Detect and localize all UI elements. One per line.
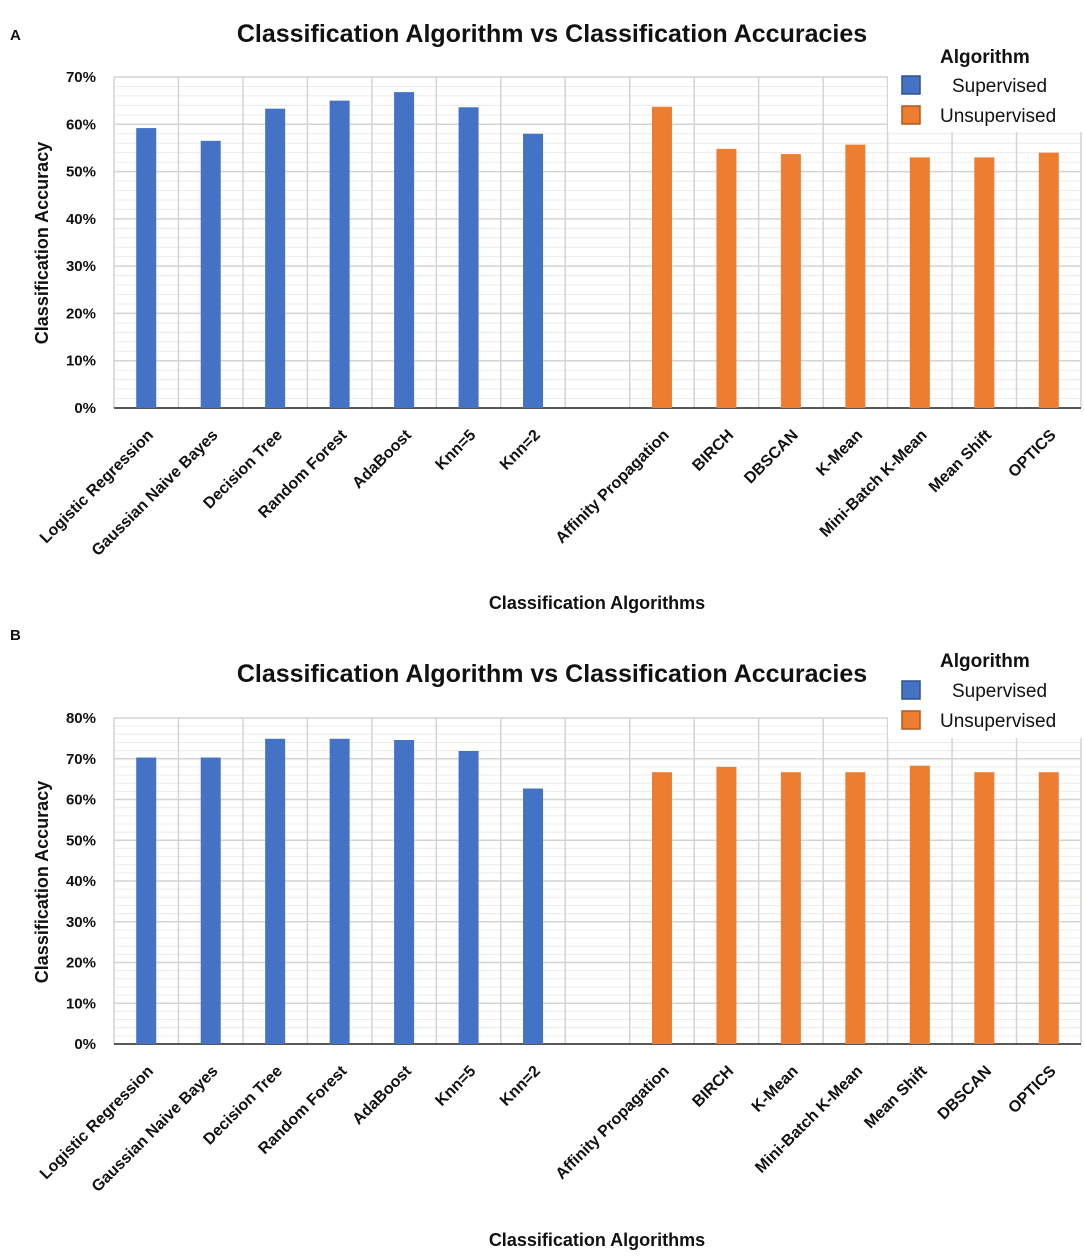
panel-b-category-label: Mini-Batch K-Mean: [752, 1063, 866, 1177]
panel-b-legend-label-unsupervised: Unsupervised: [940, 711, 1056, 732]
panel-a-bar-unsupervised: [780, 154, 801, 408]
panel-a-category-label: Logistic Regression: [37, 427, 157, 547]
panel-a-legend-swatch-supervised: [901, 75, 921, 95]
panel-a-y-tick-label: 20%: [66, 305, 96, 322]
panel-b-y-tick-label: 70%: [66, 751, 96, 768]
panel-a-letter: A: [10, 27, 21, 44]
panel-a-y-tick-label: 0%: [74, 400, 96, 417]
panel-a-category-label: OPTICS: [1005, 427, 1059, 481]
panel-a-category-label: K-Mean: [813, 427, 866, 480]
panel-b-category-label: DBSCAN: [935, 1063, 995, 1123]
panel-a-bar-supervised: [458, 107, 479, 409]
panel-b-category-label: Affinity Propagation: [553, 1063, 673, 1183]
panel-a-y-tick-label: 70%: [66, 69, 96, 86]
panel-a-bar-unsupervised: [716, 148, 737, 409]
panel-b-x-axis-label: Classification Algorithms: [489, 1230, 705, 1250]
panel-b-bar-unsupervised: [780, 772, 801, 1044]
panel-a-legend-swatch-unsupervised: [901, 105, 921, 125]
panel-b-bar-supervised: [458, 751, 479, 1044]
panel-b-bar-unsupervised: [716, 766, 737, 1044]
panel-a: A Classification Algorithm vs Classifica…: [10, 20, 1084, 613]
panel-b-bar-supervised: [200, 757, 221, 1044]
panel-b-bar-supervised: [136, 757, 157, 1044]
panel-b-category-label: K-Mean: [749, 1063, 802, 1116]
panel-a-y-tick-label: 10%: [66, 353, 96, 370]
panel-a-category-label: Mean Shift: [926, 426, 996, 496]
panel-a-y-tick-label: 50%: [66, 164, 96, 181]
panel-b-bar-supervised: [394, 740, 415, 1044]
panel-b-bar-supervised: [523, 788, 544, 1044]
panel-a-bar-supervised: [265, 108, 286, 408]
panel-a-category-label: Knn=5: [432, 427, 479, 474]
panel-b-bar-unsupervised: [651, 772, 672, 1044]
panel-a-legend-label-unsupervised: Unsupervised: [940, 106, 1056, 127]
panel-b-bar-unsupervised: [845, 772, 866, 1044]
panel-b-bar-supervised: [265, 738, 286, 1044]
panel-a-legend-label-supervised: Supervised: [952, 76, 1047, 97]
panel-a-bar-supervised: [329, 100, 350, 409]
panel-a-legend-title: Algorithm: [940, 47, 1030, 68]
panel-b-y-axis-label: Classification Accuracy: [32, 781, 52, 983]
panel-a-bar-unsupervised: [909, 157, 930, 408]
panel-a-bar-unsupervised: [845, 144, 866, 408]
panel-b-y-tick-label: 50%: [66, 832, 96, 849]
panel-a-bar-supervised: [200, 140, 221, 409]
panel-b-bar-unsupervised: [974, 772, 995, 1044]
panel-a-category-label: DBSCAN: [741, 427, 801, 487]
panel-a-bar-unsupervised: [974, 157, 995, 408]
panel-a-category-label: BIRCH: [689, 427, 737, 475]
panel-b-letter: B: [10, 627, 21, 644]
panel-b-y-tick-label: 10%: [66, 995, 96, 1012]
panel-a-title: Classification Algorithm vs Classificati…: [237, 20, 867, 48]
panel-b-plot-area: 0% 10% 20% 30% 40% 50% 60% 70% 80% Logistic Regre…: [37, 710, 1082, 1196]
panel-a-bar-supervised: [394, 92, 415, 408]
panel-a-y-tick-label: 60%: [66, 116, 96, 133]
panel-a-x-axis-label: Classification Algorithms: [489, 593, 705, 613]
panel-b-y-tick-label: 20%: [66, 955, 96, 972]
panel-b-legend-swatch-supervised: [901, 680, 921, 700]
panel-b-title: Classification Algorithm vs Classificati…: [237, 660, 867, 688]
panel-b-legend-title: Algorithm: [940, 651, 1030, 672]
panel-b-category-label: Gaussian Naive Bayes: [89, 1063, 222, 1196]
panel-a-bar-supervised: [523, 133, 544, 408]
panel-a-y-tick-label: 30%: [66, 258, 96, 275]
panel-b-y-tick-label: 0%: [74, 1036, 96, 1053]
panel-b-category-label: Mean Shift: [861, 1062, 931, 1132]
panel-a-category-label: AdaBoost: [349, 426, 415, 492]
panel-b-y-tick-label: 80%: [66, 710, 96, 727]
panel-b-legend-swatch-unsupervised: [901, 710, 921, 730]
panel-a-y-axis-label: Classification Accuracy: [32, 142, 52, 344]
panel-b-legend-label-supervised: Supervised: [952, 681, 1047, 702]
panel-a-bar-unsupervised: [1038, 152, 1059, 408]
panel-a-category-label: Mini-Batch K-Mean: [817, 427, 931, 541]
panel-a-category-label: Knn=2: [497, 427, 544, 474]
panel-b: B Classification Algorithm vs Classifica…: [10, 627, 1084, 1250]
panel-b-bar-unsupervised: [1038, 772, 1059, 1044]
panel-b-y-tick-label: 40%: [66, 873, 96, 890]
panel-b-category-label: Knn=2: [497, 1063, 544, 1110]
panel-b-category-label: Logistic Regression: [37, 1063, 157, 1183]
panel-b-category-label: BIRCH: [689, 1063, 737, 1111]
panel-b-y-tick-label: 30%: [66, 914, 96, 931]
panel-b-legend: Algorithm Supervised Unsupervised: [888, 644, 1084, 738]
panel-b-category-label: OPTICS: [1005, 1063, 1059, 1117]
panel-a-category-label: Gaussian Naive Bayes: [89, 427, 222, 560]
panel-b-category-label: AdaBoost: [349, 1062, 415, 1128]
panel-a-legend: Algorithm Supervised Unsupervised: [888, 38, 1084, 132]
panel-a-y-tick-label: 40%: [66, 211, 96, 228]
panel-b-y-tick-label: 60%: [66, 792, 96, 809]
panel-a-bar-supervised: [136, 128, 157, 408]
panel-a-bar-unsupervised: [651, 106, 672, 408]
panel-b-bar-unsupervised: [909, 765, 930, 1044]
panel-a-category-label: Affinity Propagation: [553, 427, 673, 547]
panel-b-bar-supervised: [329, 738, 350, 1044]
panel-a-plot-area: 0% 10% 20% 30% 40% 50% 60% 70% Logistic Regressi…: [37, 69, 1082, 560]
panel-b-category-label: Knn=5: [432, 1063, 479, 1110]
